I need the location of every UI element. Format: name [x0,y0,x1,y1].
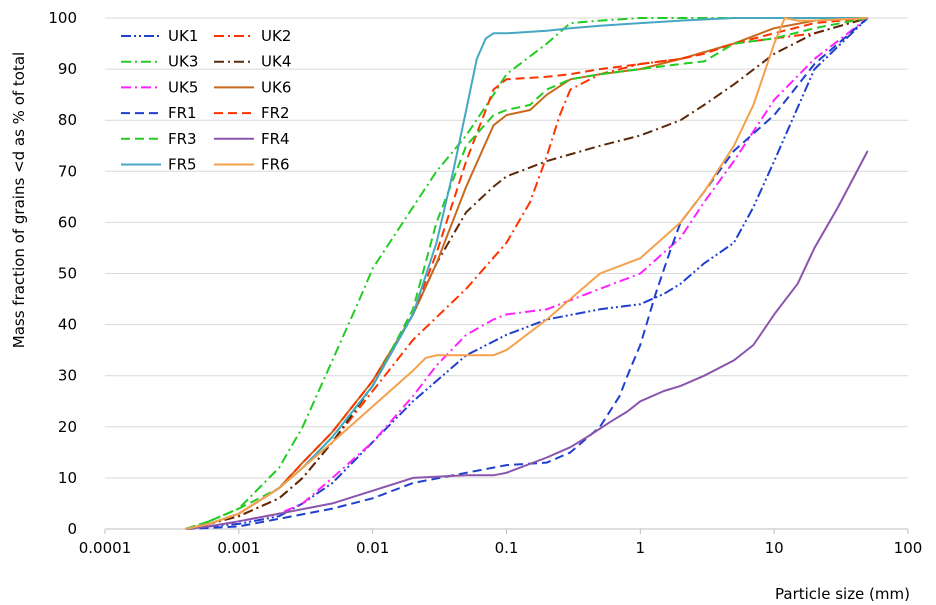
y-tick-label: 80 [58,111,77,129]
axes [104,528,909,534]
legend-label-uk5: UK5 [168,78,198,96]
legend-label-fr1: FR1 [168,104,197,122]
x-tick-label: 0.001 [217,539,260,557]
x-tick-labels: 0.0001 0.001 0.01 0.1 1 10 100 [79,539,923,557]
x-tick-label: 1 [636,539,646,557]
legend-label-fr4: FR4 [261,130,290,148]
y-tick-label: 40 [58,316,77,334]
y-tick-label: 70 [58,162,77,180]
series-line-uk4 [185,17,868,530]
y-tick-label: 20 [58,418,77,436]
y-tick-label: 100 [48,9,77,27]
series-line-fr4 [185,150,869,530]
x-tick-label: 10 [765,539,784,557]
y-tick-label: 0 [67,520,77,538]
series-lines [185,17,869,530]
legend-label-uk2: UK2 [261,27,291,45]
legend-label-uk4: UK4 [261,53,291,71]
series-line-uk3 [185,17,868,530]
legend-label-uk3: UK3 [168,53,198,71]
legend-label-fr5: FR5 [168,156,197,174]
x-axis-label: Particle size (mm) [775,585,910,603]
series-line-fr1 [185,17,869,530]
series-line-fr6 [185,17,868,530]
legend-label-fr6: FR6 [261,156,290,174]
y-tick-label: 10 [58,469,77,487]
series-line-fr2 [185,17,868,530]
horizontal-gridlines [105,17,908,530]
x-tick-label: 0.1 [495,539,519,557]
y-tick-label: 50 [58,265,77,283]
legend-label-uk1: UK1 [168,27,198,45]
y-tick-label: 90 [58,60,77,78]
x-tick-label: 0.0001 [79,539,132,557]
y-axis-label: Mass fraction of grains <d as % of total [10,52,28,348]
legend-label-fr3: FR3 [168,130,197,148]
legend-label-uk6: UK6 [261,78,291,96]
legend-label-fr2: FR2 [261,104,290,122]
legend: UK1 UK2 UK3 UK4 UK5 UK6 FR1 FR2 FR3 FR4 FR5 FR6 [121,27,291,174]
y-tick-labels: 0 10 20 30 40 50 60 70 80 90 100 [48,9,77,538]
x-tick-label: 100 [894,539,923,557]
y-tick-label: 60 [58,213,77,231]
series-line-uk5 [185,17,869,530]
x-tick-label: 0.01 [356,539,389,557]
y-tick-label: 30 [58,367,77,385]
series-line-fr3 [185,17,868,530]
